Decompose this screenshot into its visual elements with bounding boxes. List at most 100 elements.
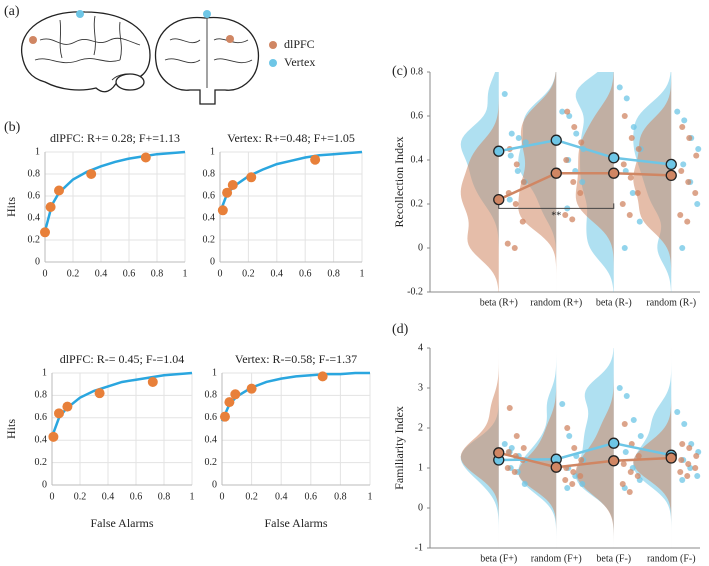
- x-tick-label: 0.4: [95, 268, 108, 279]
- data-point: [564, 485, 571, 491]
- data-point: [692, 465, 699, 471]
- x-tick-label: beta (R+): [480, 297, 518, 308]
- x-tick-label: beta (R-): [596, 297, 632, 308]
- data-point: [522, 139, 529, 146]
- stim-site-vertex: [203, 10, 211, 18]
- brain-illustrations: [21, 10, 260, 105]
- y-tick-label: 0: [418, 502, 423, 513]
- y-tick-label: 0.2: [411, 198, 424, 209]
- data-point: [621, 245, 628, 251]
- y-tick-label: 0.6: [203, 190, 216, 201]
- violin: [633, 72, 672, 292]
- x-tick-label: 0.6: [130, 491, 143, 502]
- data-point: [511, 469, 518, 475]
- data-point: [685, 461, 692, 467]
- y-tick-label: 0.2: [28, 234, 41, 245]
- data-point: [573, 130, 580, 137]
- y-axis-label: Familiarity Index: [392, 406, 406, 490]
- data-point: [579, 481, 586, 487]
- data-point: [620, 461, 627, 467]
- y-tick-label: 1: [42, 367, 47, 378]
- y-tick-label: 0.2: [203, 234, 216, 245]
- data-point: [694, 201, 701, 207]
- x-tick-label: 0: [43, 268, 48, 279]
- y-tick-label: 3: [418, 382, 423, 393]
- data-point: [513, 433, 520, 439]
- data-point: [630, 124, 637, 130]
- y-tick-label: 1: [418, 462, 423, 473]
- y-tick-label: 0.6: [28, 190, 41, 201]
- x-tick-label: beta (F-): [596, 553, 631, 564]
- y-axis-label: Recollection Index: [392, 137, 406, 228]
- x-tick-label: 0.6: [305, 491, 318, 502]
- panel-label: (b): [4, 120, 21, 135]
- data-point: [506, 405, 513, 411]
- data-point: [505, 449, 512, 455]
- fit-curve: [218, 150, 363, 213]
- data-point: [692, 190, 699, 196]
- mean-marker: [608, 152, 620, 164]
- data-point: [230, 389, 241, 400]
- x-tick-label: 0.2: [67, 268, 80, 279]
- data-point: [637, 433, 644, 439]
- data-point: [679, 441, 686, 447]
- y-tick-label: 0.8: [35, 390, 48, 401]
- violin: [460, 348, 499, 548]
- x-tick-label: 1: [190, 491, 195, 502]
- mean-marker: [493, 447, 505, 459]
- y-tick-label: 0.8: [205, 390, 218, 401]
- data-point: [629, 190, 636, 196]
- y-tick-label: 0: [35, 256, 40, 267]
- chart-title: Vertex: R-=0.58; F-=1.37: [235, 352, 357, 366]
- data-point: [512, 201, 519, 207]
- data-point: [685, 179, 692, 185]
- data-point: [508, 130, 515, 137]
- x-tick-label: beta (F+): [480, 553, 517, 564]
- data-point: [684, 473, 691, 479]
- y-axis-label: Hits: [4, 419, 18, 439]
- data-point: [570, 469, 577, 475]
- mean-line: [498, 451, 672, 469]
- data-point: [679, 124, 686, 130]
- mean-marker: [608, 167, 620, 179]
- violin: [633, 348, 672, 548]
- y-tick-label: 0.8: [28, 168, 41, 179]
- data-point: [622, 449, 629, 455]
- data-point: [627, 174, 634, 181]
- y-tick-label: 0.4: [205, 434, 218, 445]
- data-point: [578, 457, 585, 463]
- y-tick-label: 1: [35, 146, 40, 157]
- fit-curve: [50, 371, 193, 438]
- y-tick-label: 0.2: [205, 457, 218, 468]
- data-point: [507, 152, 514, 159]
- y-tick-label: 0.4: [28, 212, 41, 223]
- data-point: [140, 152, 151, 163]
- x-tick-label: 1: [360, 268, 365, 279]
- data-point: [695, 146, 702, 152]
- mean-marker: [493, 145, 505, 157]
- data-point: [577, 190, 584, 196]
- data-point: [621, 421, 628, 427]
- data-point: [514, 168, 521, 174]
- data-point: [678, 168, 685, 174]
- legend-label: dlPFC: [284, 37, 315, 51]
- stim-site-dlpfc: [226, 35, 234, 43]
- y-tick-label: 0.2: [35, 457, 48, 468]
- mean-marker: [665, 158, 677, 171]
- data-point: [616, 84, 623, 91]
- y-tick-label: 0: [210, 256, 215, 267]
- data-point: [227, 180, 238, 190]
- data-point: [694, 473, 701, 479]
- x-tick-label: 0.2: [242, 268, 255, 279]
- data-point: [217, 205, 228, 216]
- data-point: [310, 154, 321, 165]
- data-point: [54, 185, 64, 196]
- data-point: [681, 421, 688, 427]
- y-tick-label: 0: [212, 479, 217, 490]
- data-point: [579, 179, 586, 185]
- x-tick-label: random (R-): [646, 297, 696, 308]
- x-tick-label: 0.2: [245, 491, 258, 502]
- data-point: [636, 218, 643, 225]
- data-point: [504, 465, 511, 471]
